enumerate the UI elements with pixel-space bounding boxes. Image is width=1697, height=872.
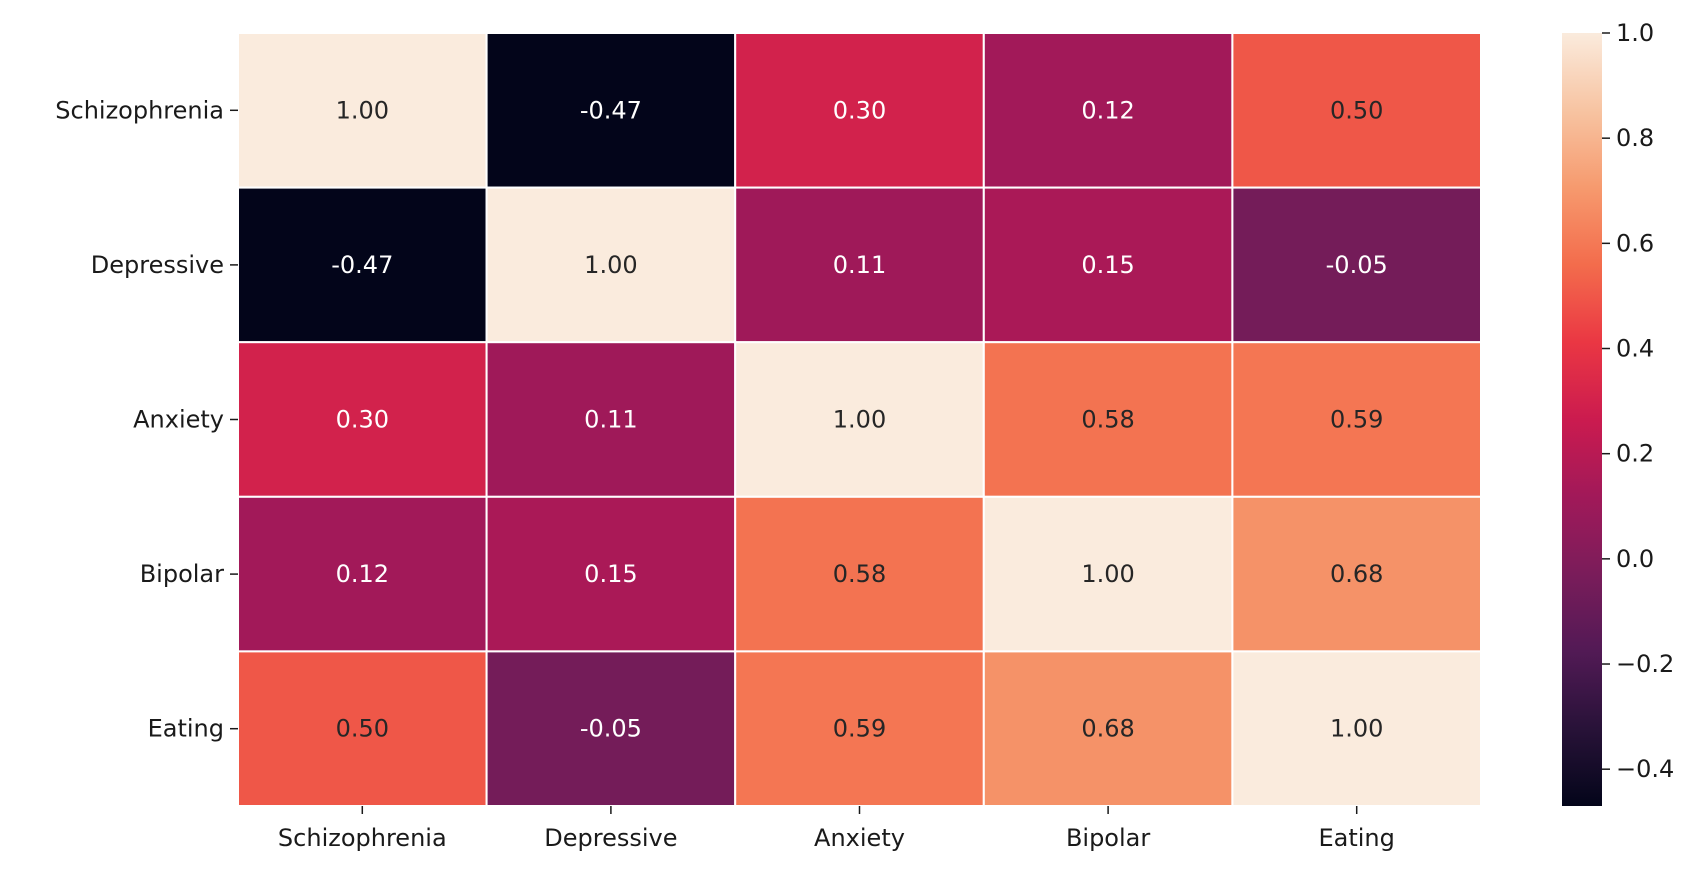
x-tick-label: Anxiety [814,824,905,852]
cell-value-label: 0.15 [584,560,637,588]
cell-value-label: 0.12 [336,560,389,588]
cell-value-label: 1.00 [1081,560,1134,588]
y-axis: Schizophrenia Depressive Anxiety Bipolar Eat… [55,96,238,743]
heatmap-cell-bipolar-eating [1231,495,1483,653]
heatmap-cell-eating-schizophrenia [237,650,488,808]
cell-value-label: 0.12 [1081,96,1134,124]
colorbar-tick-label: 0.0 [1616,545,1654,573]
x-tick-label: Bipolar [1066,824,1150,852]
heatmap-cells [237,32,1483,808]
heatmap-cell-bipolar-anxiety [734,495,985,653]
heatmap-cell-depressive-eating [1231,186,1483,344]
heatmap-cell-bipolar-bipolar [982,495,1234,653]
cell-value-label: 0.59 [1330,406,1383,434]
y-tick-label: Bipolar [140,560,224,588]
cell-value-label: 0.30 [833,96,886,124]
cell-value-label: -0.05 [1326,251,1388,279]
colorbar-tick-label: 0.8 [1616,124,1654,152]
heatmap-cell-anxiety-bipolar [982,341,1234,498]
colorbar-tick-label: 0.2 [1616,440,1654,468]
heatmap-cell-depressive-anxiety [734,186,985,344]
x-tick-label: Eating [1318,824,1394,852]
cell-value-label: 0.68 [1330,560,1383,588]
cell-value-label: 0.30 [336,406,389,434]
x-tick-label: Depressive [544,824,677,852]
heatmap-cell-schizophrenia-depressive [485,32,737,189]
heatmap-cell-schizophrenia-anxiety [734,32,985,189]
cell-value-label: 0.58 [1081,406,1134,434]
heatmap-cell-anxiety-depressive [485,341,737,498]
colorbar: 1.0 0.8 0.6 0.4 0.2 0.0 −0.2 −0.4 [1562,19,1674,806]
heatmap-cell-schizophrenia-eating [1231,32,1483,189]
cell-value-label: 0.15 [1081,251,1134,279]
colorbar-gradient [1562,33,1602,806]
heatmap-cell-eating-anxiety [734,650,985,808]
cell-value-label: 1.00 [833,406,886,434]
cell-value-label: 0.50 [336,715,389,743]
cell-value-label: 0.59 [833,715,886,743]
cell-value-label: -0.05 [580,715,642,743]
heatmap-cell-anxiety-eating [1231,341,1483,498]
cell-value-label: 1.00 [1330,715,1383,743]
y-tick-label: Schizophrenia [55,96,224,124]
cell-value-label: 0.58 [833,560,886,588]
cell-value-label: -0.47 [580,96,642,124]
cell-value-label: 0.50 [1330,96,1383,124]
y-tick-label: Eating [148,715,224,743]
cell-value-label: 1.00 [336,96,389,124]
cell-value-label: 0.68 [1081,715,1134,743]
heatmap-annotations: 1.00 -0.47 0.30 0.12 0.50 -0.47 1.00 0.11 0.15 -0… [331,96,1388,742]
heatmap-cell-eating-depressive [485,650,737,808]
heatmap-cell-bipolar-depressive [485,495,737,653]
colorbar-tick-label: 1.0 [1616,19,1654,47]
cell-value-label: -0.47 [331,251,393,279]
cell-value-label: 0.11 [833,251,886,279]
colorbar-tick-label: 0.6 [1616,229,1654,257]
cell-value-label: 1.00 [584,251,637,279]
y-tick-label: Depressive [91,251,224,279]
x-tick-label: Schizophrenia [278,824,447,852]
heatmap-cell-depressive-schizophrenia [237,186,488,344]
y-tick-label: Anxiety [133,406,224,434]
colorbar-tick-label: −0.4 [1616,755,1674,783]
heatmap-cell-anxiety-anxiety [734,341,985,498]
heatmap-cell-eating-eating [1231,650,1483,808]
cell-value-label: 0.11 [584,406,637,434]
heatmap-cell-schizophrenia-schizophrenia [237,32,488,189]
colorbar-tick-label: −0.2 [1616,650,1674,678]
x-axis: Schizophrenia Depressive Anxiety Bipolar Eat… [278,806,1395,852]
colorbar-tick-label: 0.4 [1616,335,1654,363]
heatmap-cell-schizophrenia-bipolar [982,32,1234,189]
